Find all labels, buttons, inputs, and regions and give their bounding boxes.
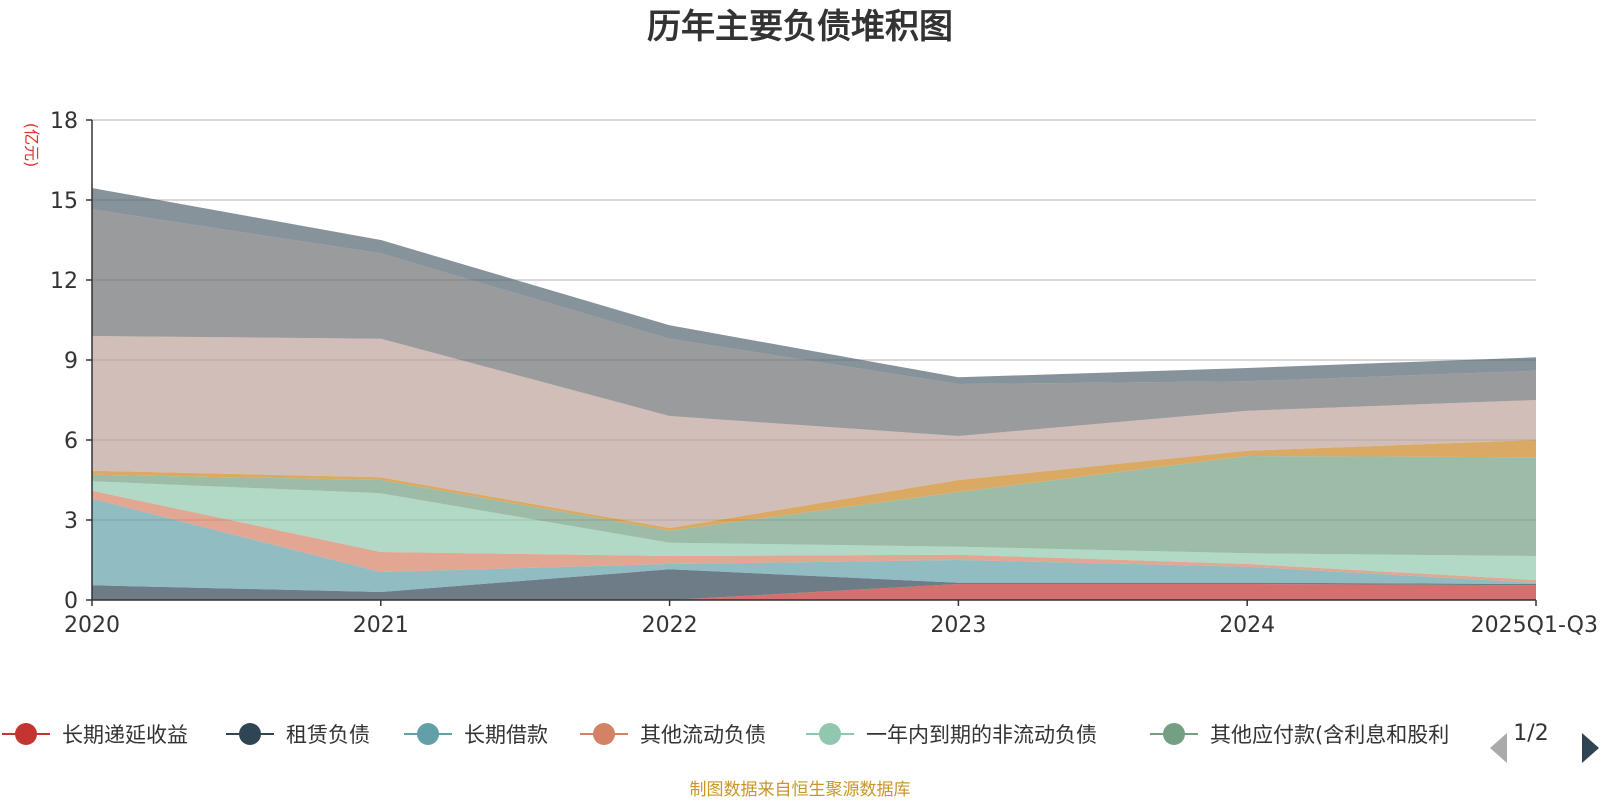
legend-marker-icon xyxy=(15,723,37,745)
legend-label: 长期递延收益 xyxy=(62,723,188,747)
area-一年内到期的非流动负债 xyxy=(92,481,1536,580)
x-tick-label: 2023 xyxy=(930,613,986,638)
legend-marker-icon xyxy=(1163,723,1185,745)
legend-item[interactable]: 其他应付款(含利息和股利 xyxy=(1150,723,1449,747)
legend-item[interactable]: 长期借款 xyxy=(404,723,548,747)
stacked-areas xyxy=(92,188,1536,600)
legend-item[interactable]: 其他流动负债 xyxy=(580,723,766,747)
legend-prev-page-icon[interactable] xyxy=(1490,733,1507,763)
legend-page-indicator: 1/2 xyxy=(1513,721,1548,746)
y-tick-label: 18 xyxy=(50,109,78,134)
x-tick-label: 2025Q1-Q3 xyxy=(1471,613,1598,638)
legend-marker-icon xyxy=(819,723,841,745)
legend-item[interactable]: 长期递延收益 xyxy=(2,723,188,747)
area-应付账款 xyxy=(92,336,1536,528)
area-租赁负债 xyxy=(92,569,1536,600)
legend-next-page-icon[interactable] xyxy=(1582,733,1599,763)
legend-marker-icon xyxy=(593,723,615,745)
area-长期借款 xyxy=(92,498,1536,592)
y-tick-label: 12 xyxy=(50,269,78,294)
legend-label: 一年内到期的非流动负债 xyxy=(866,723,1097,747)
area-应付票据 xyxy=(92,440,1536,531)
y-tick-label: 3 xyxy=(64,509,78,534)
legend-item[interactable]: 一年内到期的非流动负债 xyxy=(806,723,1097,747)
data-source-note: 制图数据来自恒生聚源数据库 xyxy=(690,780,911,800)
legend-pager: 1/2 xyxy=(1490,721,1599,763)
chart-title: 历年主要负债堆积图 xyxy=(647,7,953,47)
legend-label: 长期借款 xyxy=(464,723,548,747)
x-tick-label: 2020 xyxy=(64,613,120,638)
y-tick-label: 15 xyxy=(50,189,78,214)
area-合同负债 xyxy=(92,188,1536,384)
legend-label: 其他流动负债 xyxy=(640,723,766,747)
legend-label: 其他应付款(含利息和股利 xyxy=(1210,723,1449,747)
legend-marker-icon xyxy=(417,723,439,745)
axes: 0 3 6 9 12 15 18 2020 2021 2022 2023 2024 2025Q1-Q3 xyxy=(50,109,1598,638)
x-tick-label: 2022 xyxy=(642,613,698,638)
x-tick-label: 2021 xyxy=(353,613,409,638)
y-axis-unit-label: (亿元) xyxy=(22,123,41,168)
y-tick-label: 0 xyxy=(64,589,78,614)
area-短期借款 xyxy=(92,209,1536,436)
area-其他流动负债 xyxy=(92,490,1536,583)
x-tick-label: 2024 xyxy=(1219,613,1275,638)
legend: 长期递延收益 租赁负债 长期借款 其他流动负债 一年内到期的非流动负债 其他应付款(含利息… xyxy=(2,723,1449,747)
y-tick-label: 6 xyxy=(64,429,78,454)
y-tick-label: 9 xyxy=(64,349,78,374)
legend-marker-icon xyxy=(239,723,261,745)
legend-label: 租赁负债 xyxy=(286,723,370,747)
legend-item[interactable]: 租赁负债 xyxy=(226,723,370,747)
area-其他应付款(含利息和股利) xyxy=(92,456,1536,556)
